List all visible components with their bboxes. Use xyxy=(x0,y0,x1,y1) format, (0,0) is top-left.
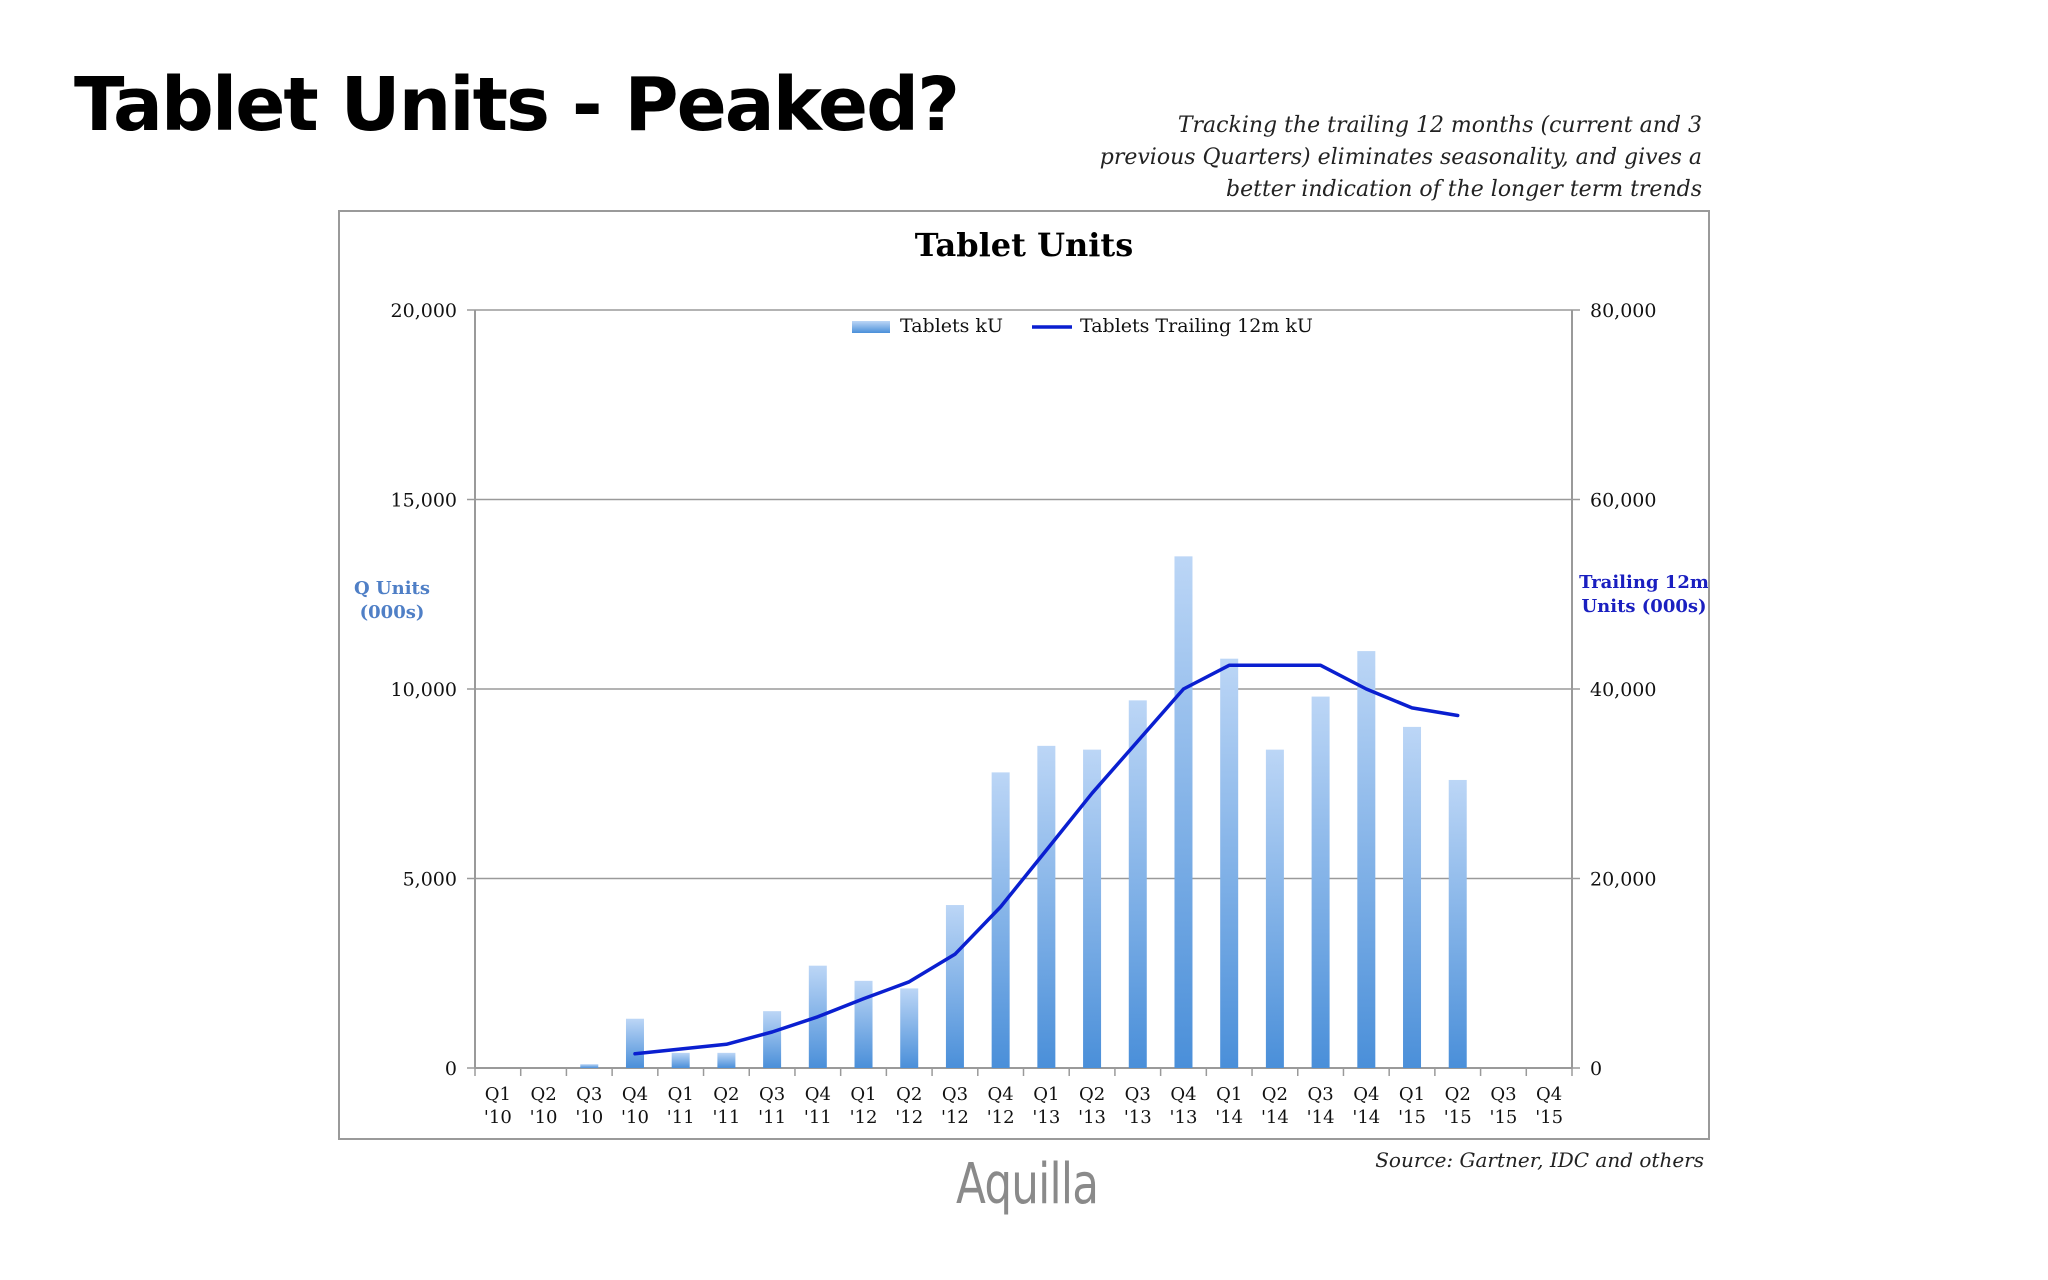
x-tick-label: Q3'11 xyxy=(758,1084,786,1128)
y-right-tick-label: 0 xyxy=(1590,1058,1602,1080)
x-tick-label: Q4'11 xyxy=(804,1084,832,1128)
bar xyxy=(1174,556,1193,1068)
bar xyxy=(1357,651,1376,1068)
tablet-units-chart: Tablet Units 0 0 5,000 20,000 10,000 40,000 15… xyxy=(354,226,1708,1128)
legend-label-line: Tablets Trailing 12m kU xyxy=(1080,315,1313,337)
y-left-tick-label: 5,000 xyxy=(403,869,457,891)
x-tick-label: Q4'10 xyxy=(621,1084,649,1128)
x-tick-label: Q1'12 xyxy=(850,1084,878,1128)
x-tick-label: Q4'12 xyxy=(987,1084,1015,1128)
x-tick-label: Q3'10 xyxy=(575,1084,603,1128)
slide-title: Tablet Units - Peaked? xyxy=(74,62,960,148)
y-left-tick-label: 20,000 xyxy=(391,300,457,322)
source-note: Source: Gartner, IDC and others xyxy=(1375,1148,1704,1172)
bar xyxy=(1265,749,1284,1068)
chart-title: Tablet Units xyxy=(915,226,1133,264)
x-tick-label: Q1'10 xyxy=(484,1084,512,1128)
bar xyxy=(1220,658,1239,1068)
x-tick-label: Q3'14 xyxy=(1307,1084,1335,1128)
bar xyxy=(1448,779,1467,1068)
y-right-tick-label: 80,000 xyxy=(1590,300,1656,322)
chart-frame: Tablet Units 0 0 5,000 20,000 10,000 40,000 15… xyxy=(338,210,1710,1140)
trailing-12m-line xyxy=(633,663,1460,1056)
x-tick-label: Q1'15 xyxy=(1398,1084,1426,1128)
y-left-tick-label: 0 xyxy=(445,1058,457,1080)
x-tick-label: Q2'14 xyxy=(1261,1084,1289,1128)
bar xyxy=(854,980,873,1068)
x-tick-label: Q2'11 xyxy=(712,1084,740,1128)
x-tick-label: Q1'14 xyxy=(1215,1084,1243,1128)
bar xyxy=(945,905,964,1068)
legend-label-bars: Tablets kU xyxy=(900,315,1003,337)
x-tick-label: Q2'13 xyxy=(1078,1084,1106,1128)
y-left-axis-label: Q Units (000s) xyxy=(354,578,430,623)
bar xyxy=(1311,696,1330,1068)
y-right-tick-label: 40,000 xyxy=(1590,679,1656,701)
bar xyxy=(1128,700,1147,1068)
bar xyxy=(671,1052,690,1068)
x-tick-label: Q1'13 xyxy=(1032,1084,1060,1128)
x-tick-label: Q1'11 xyxy=(667,1084,695,1128)
y-right-axis-label: Trailing 12m Units (000s) xyxy=(1579,572,1708,617)
bar xyxy=(717,1052,736,1068)
bar xyxy=(900,988,919,1068)
bar xyxy=(1403,726,1422,1068)
y-right-tick-label: 60,000 xyxy=(1590,490,1656,512)
x-tick-label: Q3'15 xyxy=(1490,1084,1518,1128)
y-right-tick-label: 20,000 xyxy=(1590,869,1656,891)
x-tick-label: Q4'15 xyxy=(1535,1084,1563,1128)
x-tick-label: Q2'15 xyxy=(1444,1084,1472,1128)
y-left-tick-label: 10,000 xyxy=(391,679,457,701)
x-tick-label: Q3'13 xyxy=(1124,1084,1152,1128)
x-tick-label: Q4'13 xyxy=(1170,1084,1198,1128)
y-left-tick-label: 15,000 xyxy=(391,490,457,512)
bar xyxy=(580,1064,599,1068)
bar xyxy=(763,1011,782,1068)
slide-subtitle: Tracking the trailing 12 months (current… xyxy=(1099,113,1702,202)
bar xyxy=(991,772,1010,1068)
bar xyxy=(1037,745,1056,1068)
aquilla-logo: Aquilla xyxy=(956,1152,1099,1217)
legend-swatch-bars xyxy=(852,321,890,333)
x-tick-label: Q4'14 xyxy=(1352,1084,1380,1128)
bar xyxy=(1083,749,1102,1068)
x-tick-label: Q2'10 xyxy=(530,1084,558,1128)
x-tick-label: Q2'12 xyxy=(895,1084,923,1128)
x-tick-label: Q3'12 xyxy=(941,1084,969,1128)
bar xyxy=(625,1018,644,1068)
